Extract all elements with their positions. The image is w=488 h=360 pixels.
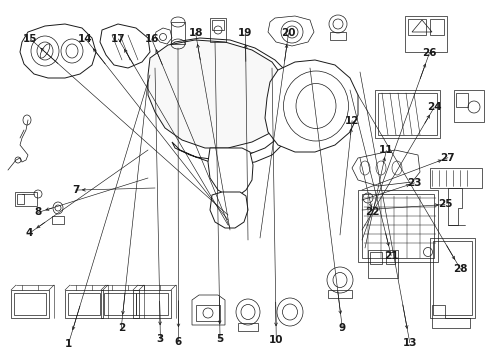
Bar — [361, 194, 433, 258]
Text: 3: 3 — [157, 334, 163, 344]
Bar — [136, 293, 168, 315]
Polygon shape — [209, 192, 247, 228]
Bar — [377, 93, 436, 135]
Text: 8: 8 — [35, 207, 41, 217]
Bar — [196, 305, 220, 321]
Bar — [367, 250, 397, 278]
Bar — [171, 22, 184, 44]
Text: 2: 2 — [118, 323, 124, 333]
Text: 27: 27 — [440, 153, 454, 163]
Polygon shape — [172, 138, 282, 165]
Text: 12: 12 — [344, 116, 359, 126]
Bar — [429, 238, 474, 318]
Bar — [327, 290, 351, 298]
Bar — [104, 293, 136, 315]
Bar — [14, 293, 46, 315]
Text: 23: 23 — [407, 178, 421, 188]
Polygon shape — [148, 38, 302, 154]
Text: 10: 10 — [268, 335, 283, 345]
Polygon shape — [207, 148, 252, 196]
Text: 25: 25 — [437, 199, 451, 210]
Bar — [209, 18, 225, 42]
Bar — [429, 19, 443, 35]
Bar — [404, 16, 446, 52]
Text: 5: 5 — [216, 334, 223, 344]
Text: 13: 13 — [402, 338, 416, 348]
Bar — [385, 252, 394, 264]
Polygon shape — [148, 40, 289, 148]
Text: 28: 28 — [452, 264, 467, 274]
Bar — [238, 323, 258, 331]
Bar — [369, 252, 381, 264]
Bar — [455, 93, 467, 107]
Bar — [453, 90, 483, 122]
Text: 15: 15 — [23, 34, 38, 44]
Text: 17: 17 — [111, 34, 125, 44]
Polygon shape — [264, 60, 357, 152]
Text: 20: 20 — [281, 28, 295, 38]
Text: 26: 26 — [421, 48, 436, 58]
Text: 24: 24 — [426, 102, 441, 112]
Text: 16: 16 — [144, 34, 159, 44]
Bar — [212, 20, 224, 30]
Text: 11: 11 — [378, 145, 393, 156]
Text: 22: 22 — [365, 207, 379, 217]
Bar — [374, 90, 439, 138]
Bar — [17, 194, 24, 204]
Bar — [68, 293, 100, 315]
Text: 7: 7 — [72, 185, 80, 195]
Text: 4: 4 — [25, 228, 33, 238]
Text: 6: 6 — [175, 337, 182, 347]
Text: 1: 1 — [65, 339, 72, 349]
Text: 9: 9 — [338, 323, 345, 333]
Text: 19: 19 — [238, 28, 252, 38]
Text: 18: 18 — [188, 28, 203, 38]
Bar — [15, 192, 37, 206]
Bar — [52, 216, 64, 224]
Bar — [329, 32, 346, 40]
Bar — [357, 190, 437, 262]
Bar — [432, 241, 471, 315]
Bar — [101, 290, 139, 318]
Text: 14: 14 — [78, 34, 93, 44]
Bar — [429, 168, 481, 188]
Bar — [407, 19, 425, 35]
Text: 21: 21 — [383, 251, 398, 261]
Bar — [65, 290, 103, 318]
Bar — [11, 290, 49, 318]
Bar — [133, 290, 171, 318]
